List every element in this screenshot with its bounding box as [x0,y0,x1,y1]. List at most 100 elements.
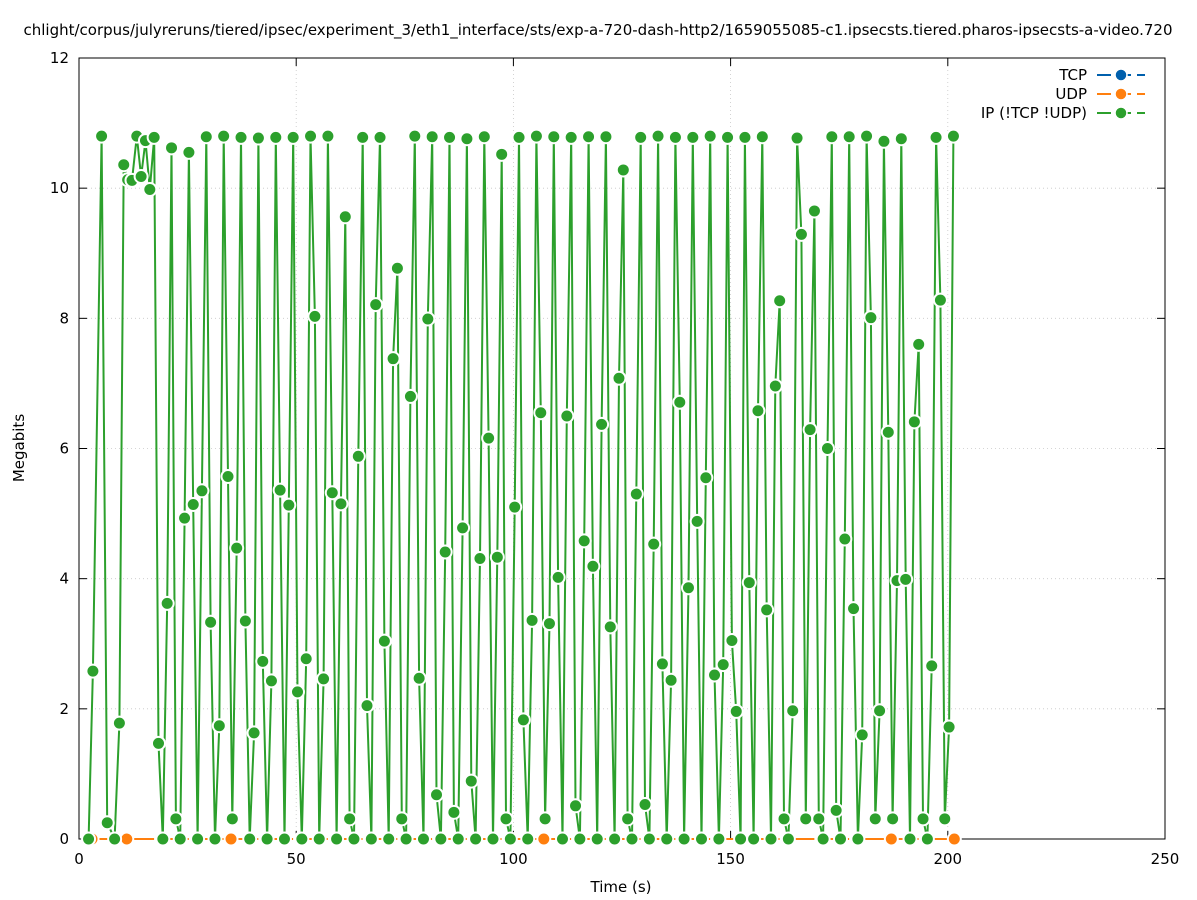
data-point [693,831,709,847]
data-point [581,129,597,145]
data-point [502,831,518,847]
y-tick-label: 12 [50,49,69,67]
data-point [537,811,553,827]
data-point [119,831,135,847]
data-point [885,811,901,827]
data-point [533,405,549,421]
data-point [563,129,579,145]
data-point [337,209,353,225]
data-point [715,657,731,673]
data-point [841,129,857,145]
data-point [146,129,162,145]
data-point [654,656,670,672]
data-point [802,422,818,438]
data-point [233,129,249,145]
y-tick-label: 4 [59,570,69,588]
y-tick-label: 2 [59,700,69,718]
data-point [941,719,957,735]
data-point [520,831,536,847]
data-point [99,815,115,831]
data-point [585,558,601,574]
data-point [611,370,627,386]
data-point [893,131,909,147]
data-point [185,496,201,512]
legend-entry: TCP [1058,66,1145,84]
data-point [385,351,401,367]
data-point [346,831,362,847]
data-point [515,712,531,728]
data-point [793,226,809,242]
data-point [429,787,445,803]
data-point [81,831,97,847]
data-point [268,129,284,145]
data-point [559,408,575,424]
data-point [223,831,239,847]
data-point [272,482,288,498]
data-point [867,811,883,827]
data-point [568,798,584,814]
data-point [224,811,240,827]
data-point [159,595,175,611]
data-point [741,575,757,591]
data-point [333,496,349,512]
data-point [906,414,922,430]
data-point [437,544,453,560]
data-point [107,831,123,847]
data-point [220,468,236,484]
data-point [724,632,740,648]
data-point [602,619,618,635]
data-point [450,831,466,847]
data-point [772,293,788,309]
data-point [381,831,397,847]
data-point [776,811,792,827]
data-point [433,831,449,847]
data-point [481,430,497,446]
data-point [646,536,662,552]
data-point [663,672,679,688]
data-point [880,424,896,440]
x-tick-label: 250 [1151,850,1180,868]
data-point [598,129,614,145]
data-point [376,633,392,649]
data-point [198,129,214,145]
data-point [285,129,301,145]
data-point [811,811,827,827]
data-point [507,499,523,515]
data-point [854,727,870,743]
data-point [628,486,644,502]
data-point [698,470,714,486]
data-point [372,129,388,145]
data-point [463,773,479,789]
data-point [363,831,379,847]
data-point [780,831,796,847]
data-point [883,831,899,847]
data-point [250,130,266,146]
data-point [259,831,275,847]
data-point [489,549,505,565]
data-point [919,831,935,847]
data-point [937,811,953,827]
data-point [594,416,610,432]
data-point [164,140,180,156]
data-point [298,651,314,667]
data-point [111,715,127,731]
data-point [911,336,927,352]
data-point [389,260,405,276]
data-point [181,144,197,160]
data-point [476,129,492,145]
data-point [311,831,327,847]
data-point [898,571,914,587]
data-point [876,133,892,149]
legend-marker [1114,87,1128,101]
data-point [541,616,557,632]
data-point [307,308,323,324]
data-point [263,673,279,689]
data-point [676,831,692,847]
axis-ticks: 0 50 100 150 200 250 0 2 4 6 8 10 12 [50,49,1179,868]
data-point [550,569,566,585]
data-point [711,831,727,847]
data-point [407,128,423,144]
data-point [276,831,292,847]
